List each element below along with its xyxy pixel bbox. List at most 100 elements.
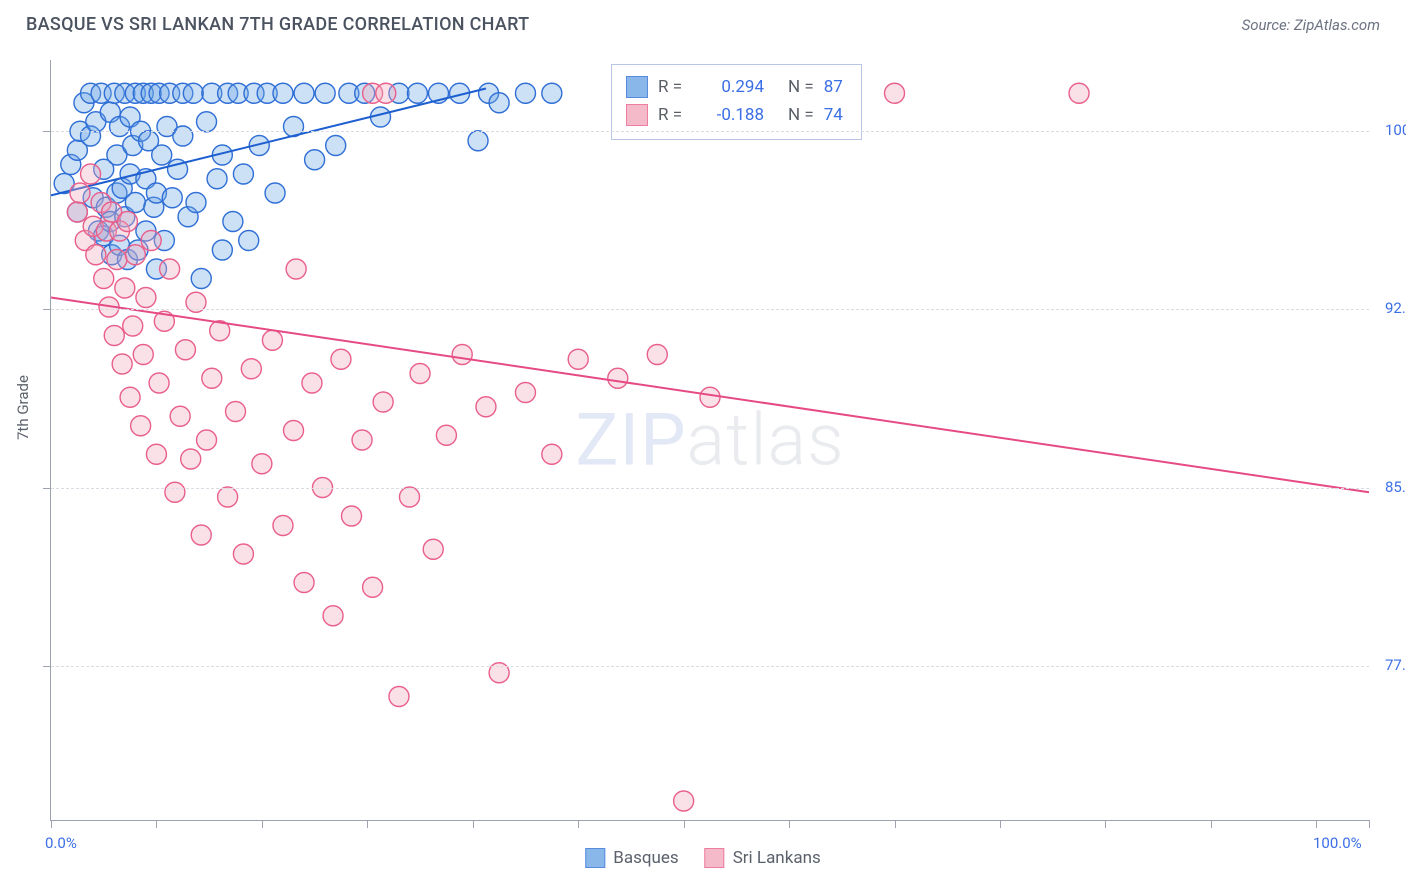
data-point (152, 145, 172, 165)
data-point (262, 330, 282, 350)
data-point (376, 83, 396, 103)
data-point (94, 269, 114, 289)
data-point (207, 169, 227, 189)
data-point (175, 340, 195, 360)
legend-item: Sri Lankans (705, 848, 821, 868)
data-point (315, 83, 335, 103)
data-point (515, 383, 535, 403)
legend-n-value: 87 (824, 73, 843, 101)
legend-r-value: 0.294 (692, 73, 764, 101)
legend-swatch (705, 848, 725, 868)
data-point (120, 387, 140, 407)
data-point (342, 506, 362, 526)
data-point (226, 402, 246, 422)
data-point (273, 83, 293, 103)
data-point (399, 487, 419, 507)
data-point (489, 93, 509, 113)
data-point (389, 687, 409, 707)
legend-swatch (626, 76, 648, 98)
data-point (81, 164, 101, 184)
y-axis-label: 7th Grade (14, 375, 32, 440)
data-point (241, 359, 261, 379)
data-point (123, 316, 143, 336)
data-point (165, 482, 185, 502)
data-point (218, 487, 238, 507)
legend-n-label: N = (788, 101, 814, 129)
data-point (107, 250, 127, 270)
data-point (191, 525, 211, 545)
data-point (131, 416, 151, 436)
y-tick-label: 77.5% (1385, 656, 1406, 674)
chart-title: BASQUE VS SRI LANKAN 7TH GRADE CORRELATI… (26, 14, 529, 35)
data-point (173, 126, 193, 146)
data-point (305, 150, 325, 170)
data-point (331, 349, 351, 369)
legend-correlation: R =0.294N =87R =-0.188N =74 (611, 64, 862, 140)
data-point (286, 259, 306, 279)
data-point (70, 183, 90, 203)
data-point (191, 269, 211, 289)
data-point (608, 368, 628, 388)
data-point (149, 373, 169, 393)
data-point (117, 212, 137, 232)
data-point (436, 425, 456, 445)
data-point (1069, 83, 1089, 103)
data-point (326, 136, 346, 156)
data-point (233, 164, 253, 184)
data-point (183, 83, 203, 103)
y-tick-label: 92.5% (1385, 299, 1406, 317)
data-point (239, 231, 259, 251)
data-point (104, 326, 124, 346)
data-point (212, 240, 232, 260)
data-point (294, 573, 314, 593)
data-point (197, 430, 217, 450)
data-point (407, 83, 427, 103)
data-point (146, 444, 166, 464)
data-point (170, 406, 190, 426)
data-point (115, 278, 135, 298)
data-point (410, 364, 430, 384)
legend-row: R =0.294N =87 (626, 73, 843, 101)
legend-row: R =-0.188N =74 (626, 101, 843, 129)
legend-swatch (585, 848, 605, 868)
legend-label: Basques (613, 848, 678, 868)
data-point (542, 444, 562, 464)
data-point (373, 392, 393, 412)
data-point (265, 183, 285, 203)
data-point (647, 345, 667, 365)
legend-n-value: 74 (824, 101, 843, 129)
data-point (125, 245, 145, 265)
y-tick-label: 85.0% (1385, 478, 1406, 496)
data-point (67, 202, 87, 222)
data-point (141, 231, 161, 251)
data-point (323, 606, 343, 626)
data-point (86, 245, 106, 265)
x-tick-label: 0.0% (45, 834, 77, 852)
data-point (284, 421, 304, 441)
data-point (885, 83, 905, 103)
data-point (542, 83, 562, 103)
data-point (423, 539, 443, 559)
trend-line (51, 298, 1369, 493)
y-tick-label: 100.0% (1385, 121, 1406, 139)
data-point (674, 791, 694, 811)
data-point (294, 83, 314, 103)
data-point (352, 430, 372, 450)
data-point (363, 577, 383, 597)
x-tick-label: 100.0% (1313, 834, 1362, 852)
data-point (162, 188, 182, 208)
plot-area: ZIPatlas R =0.294N =87R =-0.188N =74 77.… (50, 60, 1369, 821)
data-point (197, 112, 217, 132)
data-point (700, 387, 720, 407)
data-point (223, 212, 243, 232)
legend-n-label: N = (788, 73, 814, 101)
data-point (136, 288, 156, 308)
data-point (452, 345, 472, 365)
legend-series: Basques Sri Lankans (585, 832, 820, 884)
data-point (568, 349, 588, 369)
legend-label: Sri Lankans (733, 848, 821, 868)
data-point (112, 354, 132, 374)
legend-item: Basques (585, 848, 678, 868)
data-point (181, 449, 201, 469)
data-point (233, 544, 253, 564)
